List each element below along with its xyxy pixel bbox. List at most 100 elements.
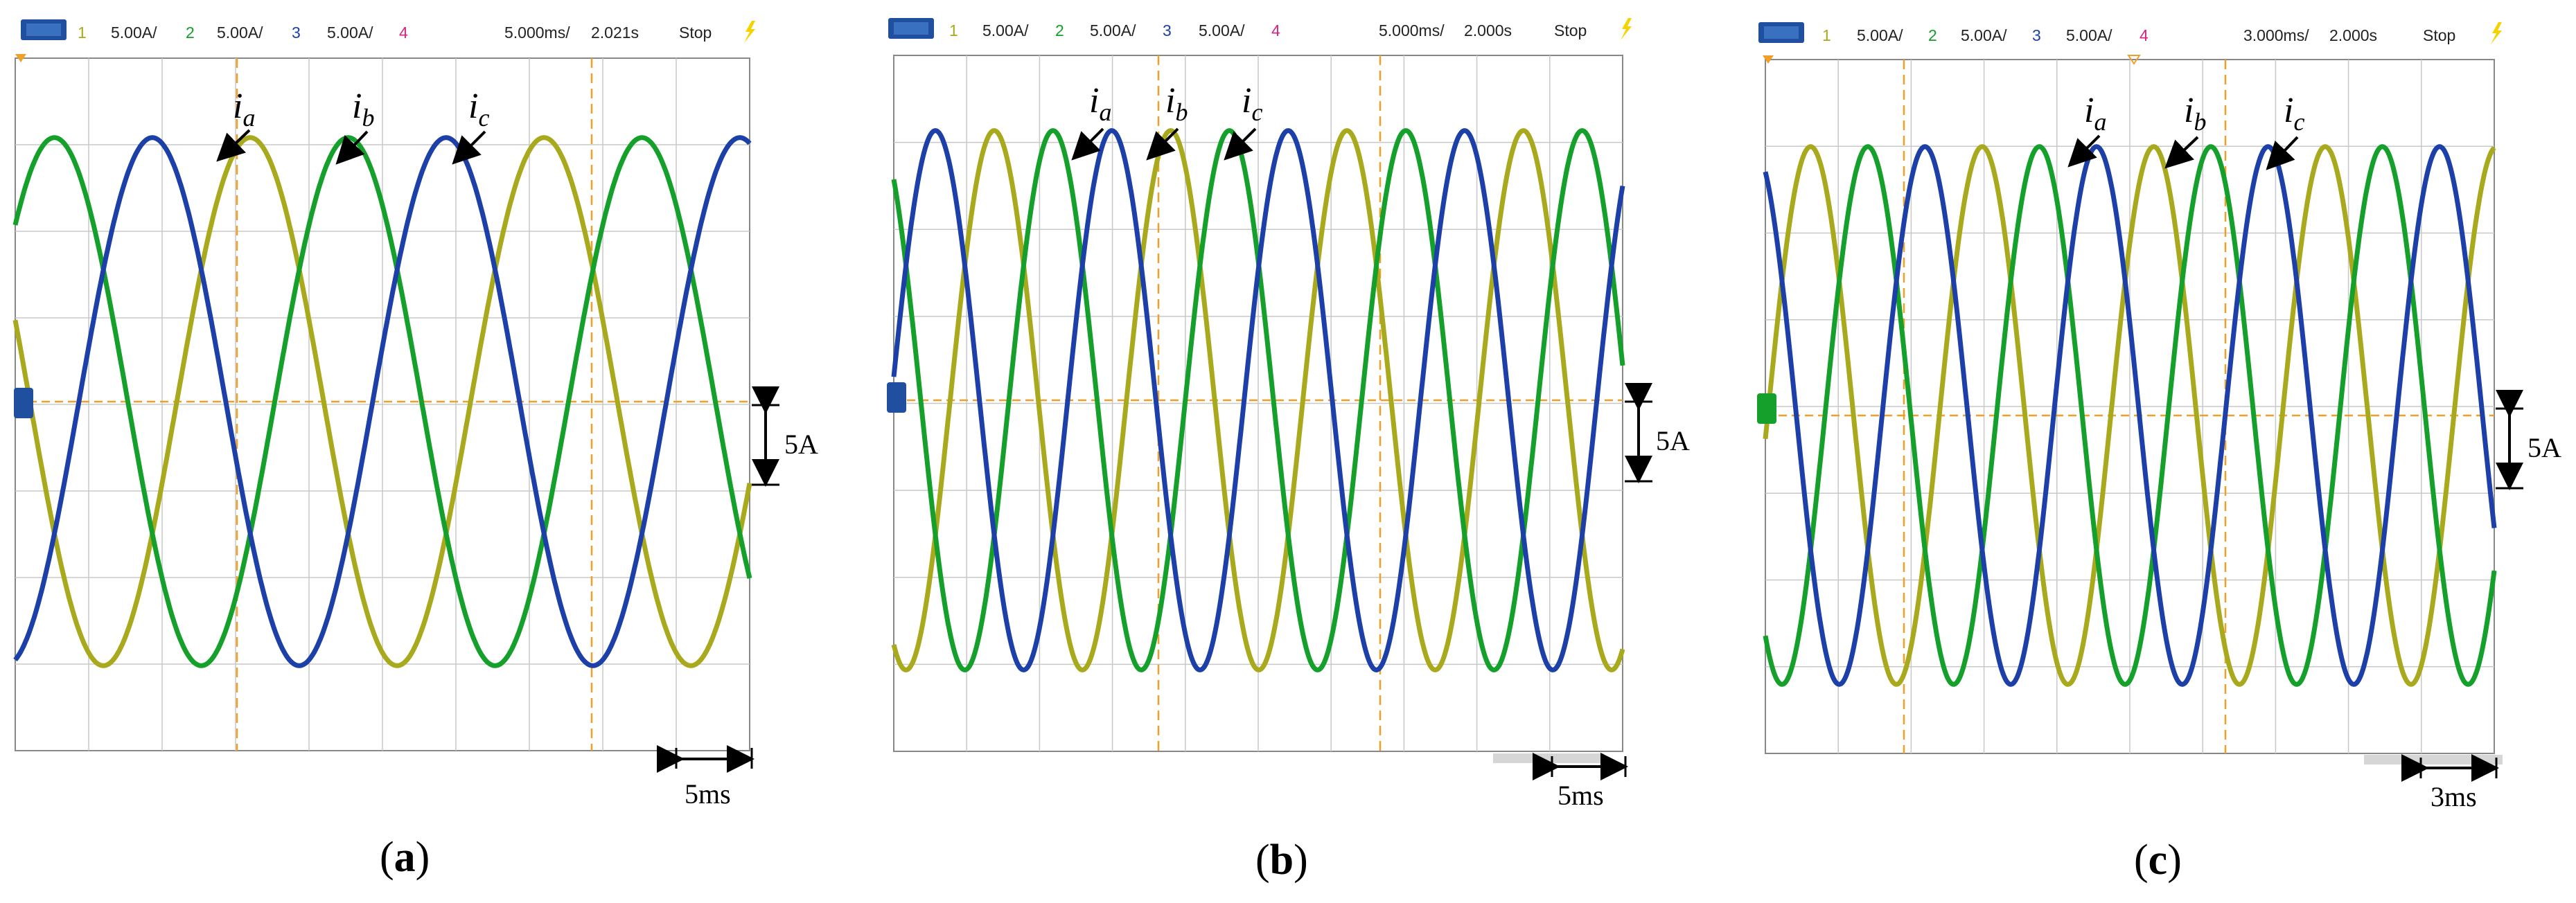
arrow-ib xyxy=(2164,136,2199,169)
ch1-scale: 5.00A/ xyxy=(982,21,1029,39)
time-scale-label: 5ms xyxy=(1558,780,1604,811)
label-ib: ib xyxy=(1165,81,1188,126)
channel-badge-highlight xyxy=(1764,26,1799,39)
label-ic: ic xyxy=(1242,81,1262,126)
ch2-scale: 5.00A/ xyxy=(217,24,263,42)
trace-ch3 xyxy=(13,135,752,668)
ch1-scale: 5.00A/ xyxy=(111,24,157,42)
ch3-scale: 5.00A/ xyxy=(1199,21,1245,39)
trigger-marker xyxy=(15,54,26,62)
plot-area xyxy=(1763,59,2497,754)
ch1-number: 1 xyxy=(1822,26,1831,44)
time-scale-label: 3ms xyxy=(2431,781,2477,812)
amplitude-scale-label: 5A xyxy=(784,429,818,460)
status-bar: 1 5.00A/ 2 5.00A/ 3 5.00A/ 4 5.000ms/ 2.… xyxy=(21,19,755,43)
timebase: 5.000ms/ xyxy=(504,24,570,42)
label-ib: ib xyxy=(352,87,374,132)
ch2-number: 2 xyxy=(186,24,195,42)
ground-marker xyxy=(887,382,906,413)
trigger-delay: 2.000s xyxy=(2329,26,2377,44)
label-ia: ia xyxy=(233,87,255,132)
arrow-ia xyxy=(2067,134,2101,168)
label-ic: ic xyxy=(2284,91,2304,136)
ground-marker xyxy=(1757,393,1776,424)
trace-labels: ia ib ic xyxy=(1071,81,1262,161)
ch3-number: 3 xyxy=(2032,26,2041,44)
trace-labels: ia ib ic xyxy=(2067,91,2304,170)
ch2-number: 2 xyxy=(1055,21,1064,39)
trigger-delay: 2.000s xyxy=(1464,21,1512,39)
arrow-ib xyxy=(1146,127,1179,161)
traces xyxy=(12,135,752,668)
amplitude-scale-bar: 5A xyxy=(2496,390,2561,490)
plot-area xyxy=(12,57,752,751)
run-state: Stop xyxy=(679,24,712,42)
label-ic: ic xyxy=(468,87,489,132)
trace-ch3 xyxy=(1763,144,2497,687)
trigger-delay: 2.021s xyxy=(591,24,639,42)
time-scale-bar: 5ms xyxy=(657,745,755,810)
ch1-number: 1 xyxy=(949,21,958,39)
caption-b: (b) xyxy=(1255,837,1308,884)
arrow-ic xyxy=(2266,136,2299,170)
arrow-ia xyxy=(1071,127,1104,161)
arrow-ic xyxy=(452,130,486,165)
status-strip xyxy=(1493,753,1604,763)
ch2-scale: 5.00A/ xyxy=(1090,21,1136,39)
trace-ch1 xyxy=(12,135,752,668)
trace-ch2 xyxy=(12,135,752,668)
label-ia: ia xyxy=(1089,81,1111,126)
ch1-number: 1 xyxy=(78,24,87,42)
grid xyxy=(15,58,750,751)
ch1-scale: 5.00A/ xyxy=(1857,26,1903,44)
trigger-marker-2 xyxy=(2127,55,2141,65)
ch2-number: 2 xyxy=(1928,26,1937,44)
arrow-ic xyxy=(1224,127,1257,161)
amplitude-scale-bar: 5A xyxy=(752,386,818,487)
timebase: 3.000ms/ xyxy=(2243,26,2309,44)
amplitude-scale-label: 5A xyxy=(2528,432,2561,463)
arrow-ib xyxy=(335,130,369,165)
trigger-bolt-icon xyxy=(744,21,755,43)
amplitude-scale-bar: 5A xyxy=(1625,383,1690,483)
time-scale-bar: 5ms xyxy=(1533,753,1628,811)
traces xyxy=(891,128,1625,672)
status-bar: 1 5.00A/ 2 5.00A/ 3 5.00A/ 4 5.000ms/ 2.… xyxy=(888,18,1632,40)
caption-a: (a) xyxy=(380,834,430,881)
caption-c: (c) xyxy=(2134,837,2182,884)
panel-a: 1 5.00A/ 2 5.00A/ 3 5.00A/ 4 5.000ms/ 2.… xyxy=(12,19,818,881)
cursors xyxy=(15,58,750,751)
channel-badge-highlight xyxy=(894,22,928,35)
arrow-ia xyxy=(216,129,251,162)
plot-area xyxy=(891,55,1625,752)
channel-badge-highlight xyxy=(26,24,61,36)
panel-b: 1 5.00A/ 2 5.00A/ 3 5.00A/ 4 5.000ms/ 2.… xyxy=(887,18,1690,884)
trigger-marker xyxy=(1763,55,1774,64)
trace-ch3 xyxy=(891,128,1625,672)
timebase: 5.000ms/ xyxy=(1379,21,1445,39)
run-state: Stop xyxy=(2423,26,2455,44)
trace-labels: ia ib ic xyxy=(216,87,489,165)
ch3-number: 3 xyxy=(292,24,301,42)
status-bar: 1 5.00A/ 2 5.00A/ 3 5.00A/ 4 3.000ms/ 2.… xyxy=(1758,22,2502,44)
ch4-number: 4 xyxy=(2140,26,2149,44)
ch2-scale: 5.00A/ xyxy=(1961,26,2007,44)
trace-ch2 xyxy=(1763,144,2497,687)
ch4-number: 4 xyxy=(1271,21,1280,39)
markers xyxy=(14,54,33,418)
time-scale-bar: 3ms xyxy=(2401,754,2499,812)
traces xyxy=(1763,144,2497,687)
label-ib: ib xyxy=(2184,91,2206,136)
trace-ch1 xyxy=(891,128,1625,672)
ground-marker xyxy=(14,388,33,418)
ch4-number: 4 xyxy=(399,24,408,42)
time-scale-label: 5ms xyxy=(685,778,731,810)
status-strip xyxy=(2364,755,2503,765)
cursors xyxy=(894,55,1623,751)
ch3-number: 3 xyxy=(1163,21,1172,39)
trace-ch1 xyxy=(1763,144,2496,687)
ch3-scale: 5.00A/ xyxy=(327,24,373,42)
run-state: Stop xyxy=(1554,21,1587,39)
amplitude-scale-label: 5A xyxy=(1656,425,1690,456)
